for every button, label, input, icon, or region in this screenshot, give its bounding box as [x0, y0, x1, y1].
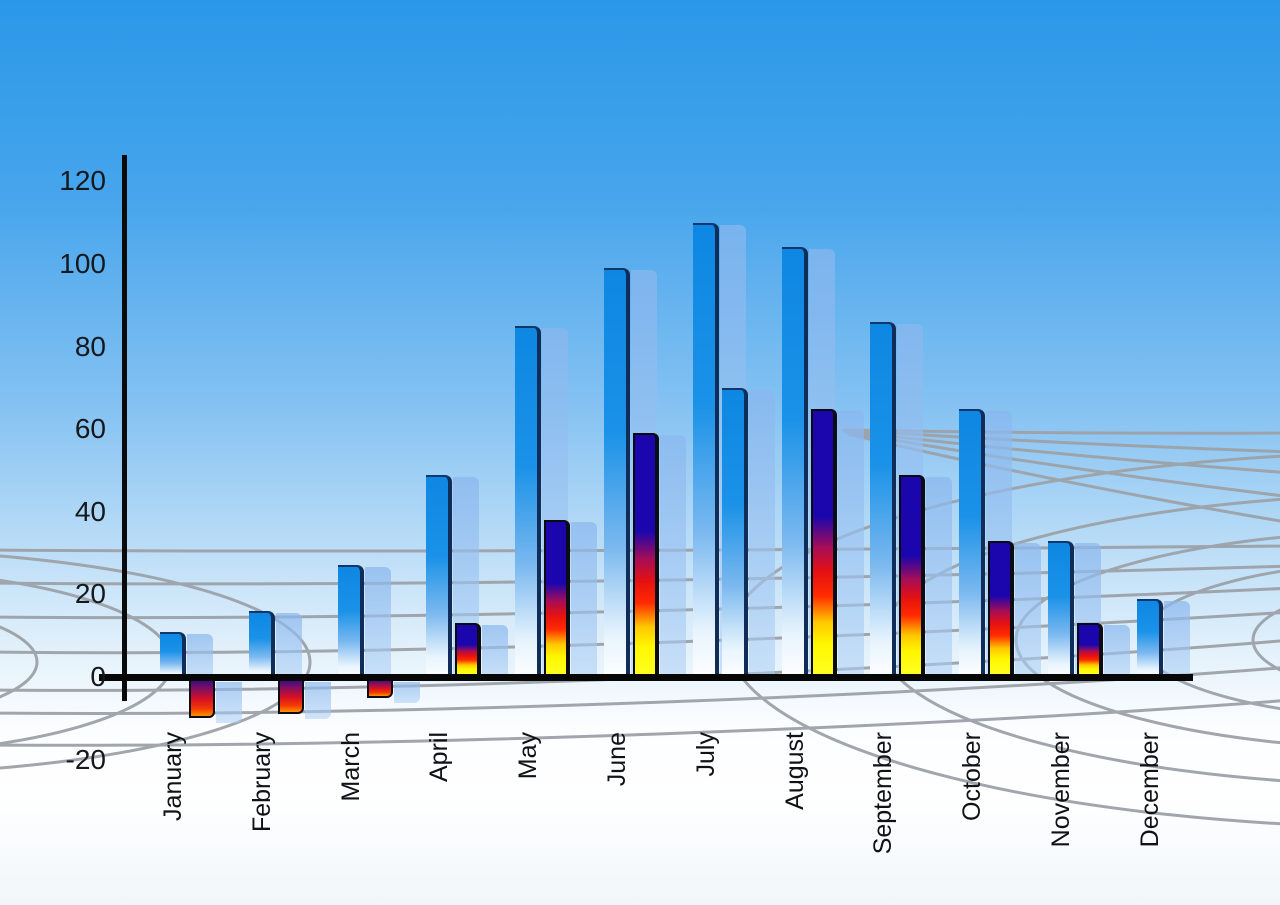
x-axis-label-april: April — [425, 732, 454, 783]
x-axis-label-march: March — [336, 732, 365, 802]
y-axis-label-120: 120 — [59, 165, 106, 197]
x-axis-label-june: June — [603, 732, 631, 787]
bar-december-primary — [1136, 598, 1163, 677]
bar-echo-april-secondary — [482, 625, 509, 679]
bar-echo-february-primary — [275, 612, 302, 679]
y-axis-line — [122, 155, 127, 701]
bar-july-secondary — [721, 387, 748, 677]
y-axis-label--20: -20 — [65, 743, 106, 775]
y-axis-label-80: 80 — [74, 330, 106, 362]
bar-november-secondary — [1077, 623, 1103, 677]
x-axis-baseline — [99, 674, 1193, 681]
bar-january-primary — [160, 631, 186, 677]
x-axis-label-december: December — [1135, 732, 1164, 848]
bar-february-primary — [248, 610, 275, 677]
bar-echo-may-secondary — [571, 522, 598, 679]
bar-may-primary — [515, 325, 542, 677]
y-axis-label-0: 0 — [90, 661, 106, 692]
bar-echo-november-secondary — [1104, 625, 1130, 679]
x-axis-label-november: November — [1047, 732, 1075, 848]
bar-echo-august-secondary — [837, 410, 864, 679]
bar-echo-january-secondary — [216, 682, 242, 724]
bar-echo-june-secondary — [660, 435, 686, 679]
bar-september-secondary — [899, 474, 926, 677]
bar-echo-december-primary — [1163, 600, 1190, 679]
x-axis-label-may: May — [514, 732, 543, 780]
bar-january-secondary — [189, 677, 215, 719]
bar-echo-october-secondary — [1015, 542, 1042, 679]
bar-may-secondary — [544, 520, 571, 677]
y-axis-label-100: 100 — [59, 248, 106, 279]
y-axis-label-60: 60 — [74, 413, 106, 445]
bar-august-primary — [781, 247, 808, 677]
bar-echo-september-secondary — [926, 476, 953, 679]
bar-echo-march-primary — [364, 567, 391, 679]
bar-november-primary — [1048, 540, 1074, 677]
bar-june-primary — [604, 268, 630, 677]
bar-june-secondary — [633, 433, 659, 677]
bar-echo-february-secondary — [304, 682, 331, 720]
y-axis-label-20: 20 — [74, 578, 106, 610]
x-axis-label-august: August — [780, 732, 809, 810]
bar-august-secondary — [810, 408, 837, 677]
bar-april-primary — [426, 474, 453, 677]
x-axis-label-october: October — [958, 732, 987, 821]
y-axis-label-40: 40 — [74, 495, 106, 527]
bar-september-primary — [870, 321, 897, 677]
bar-july-primary — [692, 222, 719, 677]
bar-october-secondary — [988, 540, 1015, 677]
bar-october-primary — [959, 408, 986, 677]
x-axis-label-september: September — [869, 732, 898, 855]
bar-echo-july-secondary — [748, 389, 775, 679]
x-axis-label-january: January — [159, 732, 187, 821]
bar-echo-march-secondary — [393, 682, 420, 703]
bar-echo-january-primary — [187, 633, 213, 679]
x-axis-label-july: July — [691, 732, 720, 777]
bar-april-secondary — [455, 623, 482, 677]
bar-march-primary — [337, 565, 364, 677]
bar-february-secondary — [277, 677, 304, 715]
x-axis-label-february: February — [247, 732, 276, 833]
